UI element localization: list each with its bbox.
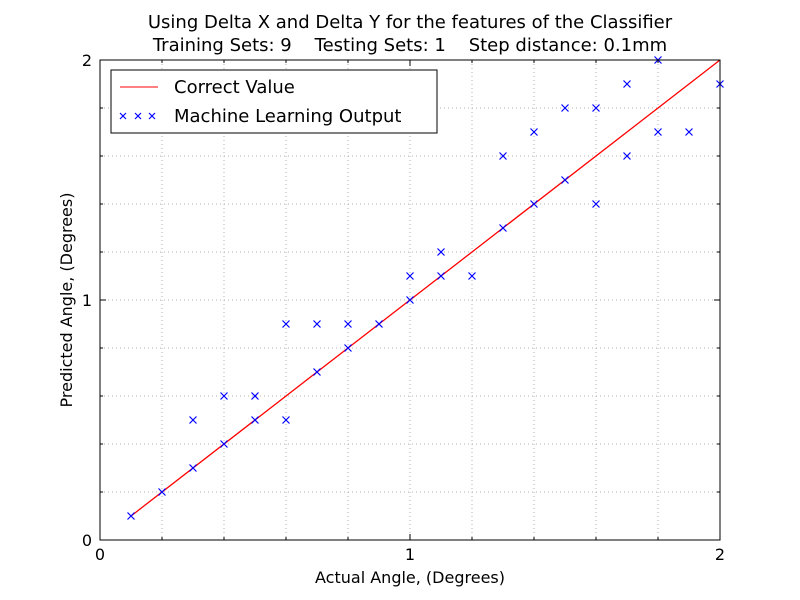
data-point — [313, 320, 321, 328]
data-point — [189, 464, 197, 472]
ml-output-series — [127, 56, 724, 520]
data-point — [344, 320, 352, 328]
data-point — [561, 104, 569, 112]
data-point — [344, 344, 352, 352]
data-point — [592, 200, 600, 208]
data-point — [313, 368, 321, 376]
data-point — [623, 152, 631, 160]
data-point — [406, 296, 414, 304]
y-tick-label: 2 — [82, 51, 92, 70]
data-point — [468, 272, 476, 280]
correct-value-line — [130, 59, 721, 517]
data-point — [127, 512, 135, 520]
legend-marker — [148, 112, 156, 120]
chart-subtitle: Training Sets: 9 Testing Sets: 1 Step di… — [152, 35, 668, 56]
data-point — [220, 440, 228, 448]
legend-marker-swatch — [119, 112, 156, 120]
y-tick-label: 0 — [82, 531, 92, 550]
data-point — [158, 488, 166, 496]
legend-marker — [134, 112, 142, 120]
data-point — [251, 392, 259, 400]
data-point — [282, 416, 290, 424]
data-point — [437, 272, 445, 280]
legend-label-correct-value: Correct Value — [174, 77, 295, 98]
data-point — [592, 104, 600, 112]
data-point — [499, 224, 507, 232]
chart-title: Using Delta X and Delta Y for the featur… — [147, 12, 673, 33]
data-point — [530, 128, 538, 136]
data-point — [406, 272, 414, 280]
data-point — [685, 128, 693, 136]
legend-box — [110, 69, 438, 134]
legend: Correct Value Machine Learning Output — [110, 69, 438, 134]
x-tick-label: 1 — [405, 545, 415, 564]
data-point — [220, 392, 228, 400]
data-point — [437, 248, 445, 256]
data-point — [375, 320, 383, 328]
correct-value-series — [130, 59, 721, 517]
data-point — [282, 320, 290, 328]
legend-marker — [119, 112, 127, 120]
axis-ticks: 0 1 2 0 1 2 — [82, 51, 725, 564]
y-tick-label: 1 — [82, 291, 92, 310]
x-tick-label: 2 — [715, 545, 725, 564]
data-point — [189, 416, 197, 424]
legend-label-ml-output: Machine Learning Output — [174, 106, 401, 127]
data-point — [530, 200, 538, 208]
data-point — [499, 152, 507, 160]
data-point — [251, 416, 259, 424]
x-axis-label: Actual Angle, (Degrees) — [315, 568, 505, 587]
x-tick-label: 0 — [95, 545, 105, 564]
data-point — [561, 176, 569, 184]
grid — [100, 60, 720, 540]
data-point — [623, 80, 631, 88]
y-axis-label: Predicted Angle, (Degrees) — [57, 193, 76, 408]
data-point — [654, 128, 662, 136]
